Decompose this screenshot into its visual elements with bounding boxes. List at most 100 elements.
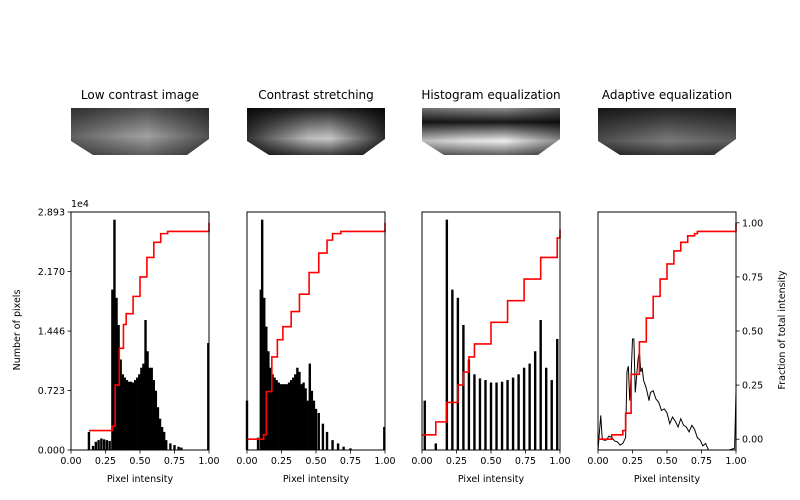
histogram-bar: [180, 447, 183, 450]
histogram-bar: [138, 374, 141, 450]
histogram-bar: [129, 381, 133, 450]
histogram-bar: [306, 400, 309, 450]
histogram-bar: [91, 445, 95, 450]
histogram-bar: [269, 367, 272, 450]
histogram-bar: [545, 367, 548, 450]
histogram-bar: [94, 441, 98, 450]
histogram-bar: [300, 384, 303, 450]
histogram-bar: [478, 378, 482, 450]
cdf-line: [422, 229, 561, 436]
histogram-bar: [342, 446, 345, 450]
histogram-bar: [304, 388, 307, 450]
histogram-bar: [462, 324, 465, 450]
histogram-bar: [283, 384, 287, 450]
histogram-bar: [325, 431, 329, 450]
histogram-bar: [511, 377, 515, 450]
histogram-bar: [115, 297, 118, 450]
x-tick-label: 0.75: [164, 456, 185, 467]
y-offset-multiplier: 1e4: [71, 199, 89, 210]
x-tick-label: 0.25: [622, 456, 643, 467]
histogram-bar: [263, 297, 266, 450]
histogram-bar: [121, 374, 124, 450]
histogram-bar: [113, 219, 116, 450]
x-axis: 0.00 0.25 0.50 0.75 1.00: [411, 450, 571, 467]
x-tick-label: 0.50: [480, 456, 501, 467]
histogram-bar: [150, 367, 153, 450]
histogram-bar: [146, 351, 149, 450]
histogram-bar: [298, 371, 301, 450]
histogram-bar: [133, 380, 137, 450]
histogram-bar: [506, 380, 509, 450]
histogram-bar: [154, 390, 158, 450]
histogram-bar: [467, 359, 471, 450]
panel-2: Contrast stretching 0.00 0.25 0.50 0.75 1.00 P…: [236, 88, 395, 485]
y-tick-label: 0.75: [742, 272, 763, 283]
image-thumbnail: [598, 108, 736, 155]
histogram-bar: [287, 382, 291, 450]
histogram-bar: [383, 426, 386, 450]
x-axis-label: Pixel intensity: [283, 474, 350, 485]
histogram-bar: [296, 367, 299, 450]
histogram-bar: [148, 367, 151, 450]
y-tick-label: 1.00: [742, 218, 763, 229]
x-axis: 0.00 0.25 0.50 0.75 1.00: [60, 450, 220, 467]
histogram-bar: [292, 377, 295, 450]
histogram-bar: [136, 377, 139, 450]
histogram-line: [597, 338, 737, 451]
y-tick-label: 0.723: [38, 386, 65, 397]
cdf-line: [88, 222, 210, 432]
image-thumbnail: [422, 108, 560, 155]
x-tick-label: 0.25: [95, 456, 116, 467]
histogram-bar: [142, 363, 145, 450]
image-thumbnail: [71, 108, 209, 155]
histogram-bar: [173, 445, 176, 450]
histogram-bar: [434, 443, 437, 450]
histogram-bar: [275, 380, 278, 450]
histogram-bar: [484, 380, 487, 450]
x-axis-label: Pixel intensity: [107, 474, 174, 485]
histogram-bar: [302, 382, 305, 450]
x-tick-label: 1.00: [198, 456, 219, 467]
histogram-bar: [294, 374, 297, 450]
panel-1: Low contrast image 0.00 0.25 0.50 0.75 1.00 Pi…: [38, 88, 220, 485]
histogram-bar: [271, 374, 274, 450]
histogram-bar: [260, 219, 264, 450]
histogram-bar: [207, 343, 210, 450]
histogram-bar: [349, 448, 352, 450]
histogram-bar: [445, 219, 449, 450]
histogram-bar: [451, 289, 454, 450]
image-thumbnail: [247, 108, 385, 155]
x-tick-label: 0.75: [340, 456, 361, 467]
histogram-bar: [111, 289, 114, 450]
histogram-bar: [125, 380, 129, 450]
histogram-bar: [131, 382, 135, 450]
histogram-bar: [259, 289, 262, 450]
y-tick-label: 1.446: [38, 327, 65, 338]
y-tick-label: 0.000: [38, 446, 65, 457]
y-axis-left: 0.000 0.723 1.446 2.170 2.893: [38, 208, 71, 457]
histogram-bar: [152, 380, 155, 450]
histogram: [597, 338, 737, 451]
histogram-bar: [312, 400, 316, 450]
histogram-bar: [317, 412, 320, 450]
histogram-bar: [267, 351, 270, 450]
histogram-bar: [177, 446, 180, 450]
histogram-bar: [285, 384, 289, 450]
x-tick-label: 1.00: [374, 456, 395, 467]
histogram-bar: [117, 324, 120, 450]
panel-title: Histogram equalization: [421, 88, 560, 102]
histogram-bar: [169, 443, 172, 450]
histogram-bar: [314, 408, 318, 450]
y-tick-label: 0.50: [742, 327, 763, 338]
y-tick-label: 0.25: [742, 381, 763, 392]
x-axis-label: Pixel intensity: [634, 474, 701, 485]
histogram-bar: [500, 381, 504, 450]
histogram: [423, 219, 559, 450]
histogram-bar: [277, 382, 280, 450]
histogram-bar: [281, 384, 285, 450]
histogram-bar: [310, 390, 314, 450]
histogram-bar: [102, 439, 106, 450]
histogram-bar: [158, 418, 162, 450]
histogram-bar: [336, 443, 340, 450]
